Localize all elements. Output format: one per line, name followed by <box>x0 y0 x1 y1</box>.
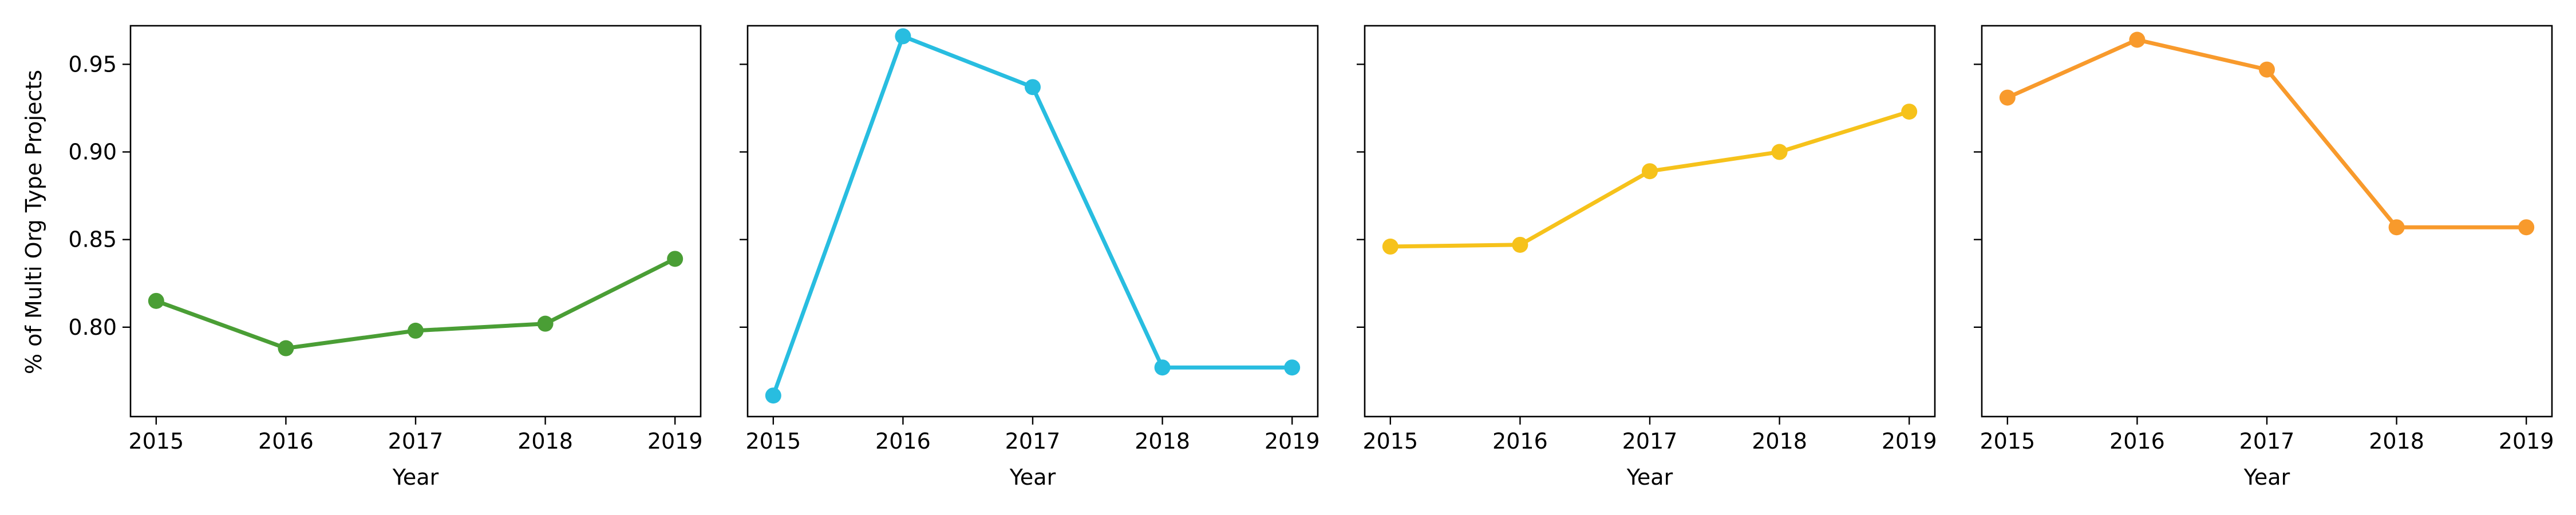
data-point <box>1382 238 1398 255</box>
x-axis-label: Year <box>1009 465 1056 490</box>
x-tick-label: 2019 <box>647 429 703 454</box>
x-tick-label: 2015 <box>745 429 801 454</box>
data-point <box>667 251 683 267</box>
data-point <box>408 322 424 339</box>
y-axis-label: % of Multi Org Type Projects <box>21 70 46 374</box>
y-tick-label: 0.85 <box>68 227 117 252</box>
data-point <box>2259 61 2275 78</box>
x-tick-label: 2017 <box>1005 429 1061 454</box>
data-point <box>1512 236 1528 253</box>
data-point <box>2129 31 2146 48</box>
x-tick-label: 2015 <box>1980 429 2035 454</box>
x-tick-label: 2018 <box>2369 429 2424 454</box>
x-tick-label: 2017 <box>2239 429 2295 454</box>
chart-panel-1: 2015 2016 2017 2018 2019 0.80 0.85 0.90 0.95 Year <box>68 25 703 490</box>
chart-panel-4: 2015 2016 2017 2018 2019 Year <box>1974 25 2554 490</box>
data-point <box>1284 359 1301 376</box>
x-tick-label: 2018 <box>1135 429 1190 454</box>
y-tick-label: 0.80 <box>68 315 117 340</box>
data-point <box>1025 79 1041 96</box>
data-point <box>1771 144 1788 160</box>
plot-frame <box>1981 25 2553 418</box>
x-axis-label: Year <box>2243 465 2290 490</box>
plot-frame <box>746 25 1319 418</box>
x-tick-label: 2015 <box>128 429 184 454</box>
data-point <box>537 315 554 332</box>
chart-panels: 2015 2016 2017 2018 2019 0.80 0.85 0.90 0.95 Year… <box>68 25 2554 490</box>
x-tick-label: 2016 <box>258 429 314 454</box>
data-point <box>1999 89 2016 106</box>
chart-panel-2: 2015 2016 2017 2018 2019 Year <box>740 25 1320 490</box>
x-tick-label: 2018 <box>1752 429 1807 454</box>
data-point <box>895 28 911 45</box>
x-tick-label: 2017 <box>388 429 444 454</box>
x-tick-label: 2016 <box>875 429 931 454</box>
x-tick-label: 2016 <box>2109 429 2165 454</box>
y-tick-label: 0.95 <box>68 52 117 77</box>
chart-panel-3: 2015 2016 2017 2018 2019 Year <box>1357 25 1937 490</box>
x-tick-label: 2019 <box>1265 429 1320 454</box>
y-tick-label: 0.90 <box>68 140 117 165</box>
data-point <box>2388 219 2405 236</box>
data-point <box>2518 219 2535 236</box>
data-point <box>148 292 164 309</box>
data-point <box>1642 163 1658 180</box>
x-tick-label: 2018 <box>517 429 573 454</box>
x-tick-label: 2017 <box>1622 429 1678 454</box>
data-point <box>765 387 781 404</box>
plot-frame <box>1364 25 1936 418</box>
x-tick-label: 2016 <box>1492 429 1548 454</box>
x-tick-label: 2019 <box>2499 429 2554 454</box>
data-point <box>1154 359 1171 376</box>
data-point <box>278 340 294 356</box>
plot-frame <box>129 25 702 418</box>
x-tick-label: 2019 <box>1882 429 1937 454</box>
x-tick-label: 2015 <box>1362 429 1418 454</box>
x-axis-label: Year <box>392 465 439 490</box>
x-axis-label: Year <box>1626 465 1673 490</box>
data-point <box>1901 104 1918 120</box>
